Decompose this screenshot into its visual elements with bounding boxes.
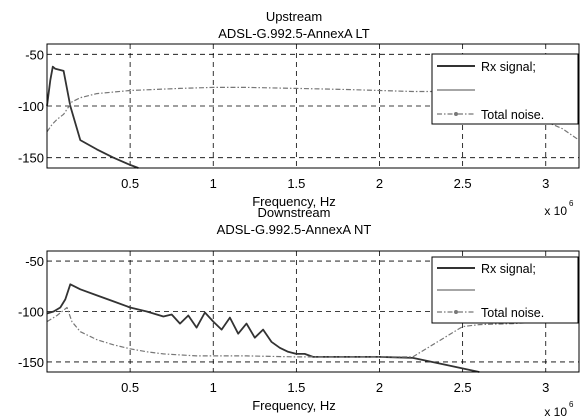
legend-label-rx-signal: Rx signal; — [481, 60, 536, 74]
tick-labels: 0.5 1 1.5 2 2.5 3 -50 -100 -150 — [18, 254, 549, 395]
x-tick-label: 3 — [542, 380, 549, 395]
x-tick-label: 2.5 — [454, 176, 472, 191]
x-tick-label: 1.5 — [287, 176, 305, 191]
x-axis-label: Frequency, Hz — [252, 398, 336, 413]
legend-label-total-noise: Total noise. — [481, 108, 544, 122]
legend-marker-total-noise — [454, 310, 458, 314]
legend-label-rx-signal: Rx signal; — [481, 262, 536, 276]
x-tick-label: 2 — [376, 176, 383, 191]
series-line-rx-signal — [46, 283, 480, 373]
series-line-rx-signal — [46, 65, 139, 169]
tick-labels: 0.5 1 1.5 2 2.5 3 -50 -100 -150 — [18, 47, 549, 191]
plot-frame — [46, 43, 580, 169]
x-tick-label: 0.5 — [121, 380, 139, 395]
x-tick-label: 1.5 — [287, 380, 305, 395]
legend-label-total-noise: Total noise. — [481, 306, 544, 320]
y-tick-label: -150 — [18, 355, 44, 370]
x-axis-multiplier: x 10 — [544, 405, 567, 419]
legend: Rx signal; Total noise. — [431, 256, 579, 324]
x-tick-label: 3 — [542, 176, 549, 191]
y-tick-label: -150 — [18, 151, 44, 166]
plot-frame — [46, 250, 580, 373]
x-tick-label: 2 — [376, 380, 383, 395]
y-tick-label: -100 — [18, 99, 44, 114]
x-tick-label: 1 — [210, 176, 217, 191]
y-tick-label: -100 — [18, 305, 44, 320]
x-axis-label: Frequency, Hz — [252, 194, 336, 209]
x-tick-label: 2.5 — [454, 380, 472, 395]
downstream-chart: Downstream ADSL-G.992.5-AnnexA NT 0.5 1 1.… — [18, 205, 580, 419]
x-axis-multiplier: x 10 — [544, 204, 567, 218]
series-layer — [46, 283, 580, 373]
x-axis-multiplier-exponent: 6 — [569, 199, 574, 208]
y-tick-label: -50 — [25, 47, 44, 62]
x-tick-label: 0.5 — [121, 176, 139, 191]
series-line-total-noise — [46, 306, 580, 358]
chart-title: Downstream — [258, 205, 331, 220]
chart-title: Upstream — [266, 9, 322, 24]
chart-subtitle: ADSL-G.992.5-AnnexA NT — [217, 222, 372, 237]
legend: Rx signal; Total noise. — [431, 53, 579, 125]
y-tick-label: -50 — [25, 254, 44, 269]
chart-subtitle: ADSL-G.992.5-AnnexA LT — [218, 26, 370, 41]
legend-marker-total-noise — [454, 112, 458, 116]
x-axis-multiplier-exponent: 6 — [569, 400, 574, 409]
x-tick-label: 1 — [210, 380, 217, 395]
upstream-chart: Upstream ADSL-G.992.5-AnnexA LT 0.5 1 1.5 2… — [18, 9, 580, 218]
